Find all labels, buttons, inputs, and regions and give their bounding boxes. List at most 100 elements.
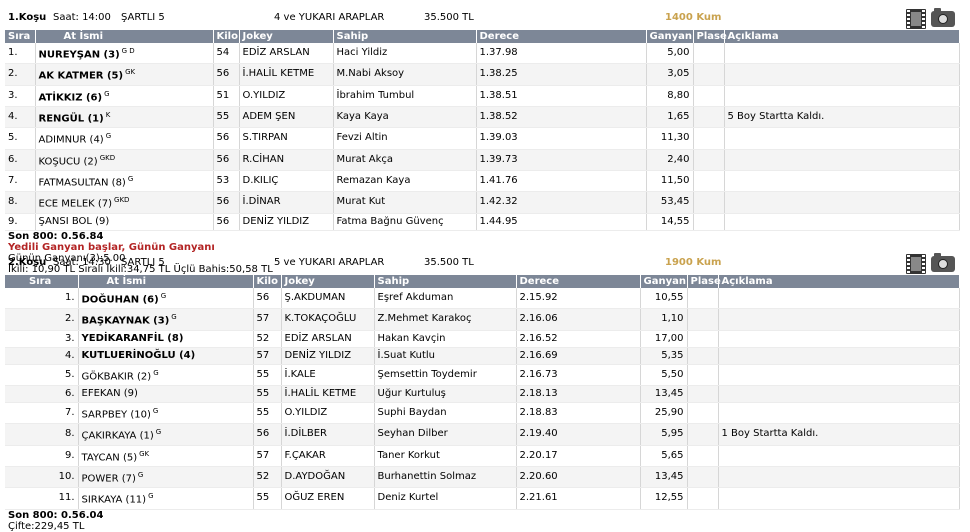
- ganyan-cell: 5,00: [646, 43, 694, 65]
- col-note: Açıklama: [724, 30, 960, 43]
- position-cell: 8.: [5, 423, 79, 446]
- horse-name-cell[interactable]: SARPBEY (10) G: [78, 402, 254, 425]
- plase-cell: [693, 106, 725, 129]
- horse-name[interactable]: KOŞUCU (2): [38, 155, 98, 167]
- owner-cell: İ.Suat Kutlu: [374, 347, 517, 365]
- weight-cell: 56: [213, 63, 240, 86]
- horse-name[interactable]: KUTLUERİNOĞLU (4): [81, 349, 196, 361]
- weight-cell: 56: [213, 191, 240, 214]
- horse-name[interactable]: ATİKKIZ (6): [38, 91, 103, 103]
- horse-name-cell[interactable]: ATİKKIZ (6) G: [35, 85, 214, 107]
- film-icon[interactable]: [906, 9, 926, 29]
- camera-icon[interactable]: [931, 8, 955, 27]
- plase-cell: [693, 170, 725, 193]
- race-media-icons: [906, 253, 958, 275]
- ganyan-cell: 2,40: [646, 149, 694, 171]
- horse-name-cell[interactable]: GÖKBAKIR (2) G: [78, 364, 254, 386]
- col-plase: Plase: [693, 30, 727, 43]
- weight-cell: 55: [253, 402, 282, 425]
- col-plase: Plase: [687, 275, 721, 288]
- horse-name-cell[interactable]: NUREYŞAN (3) G D: [35, 43, 214, 65]
- finish-time-cell: 1.38.51: [476, 85, 647, 107]
- race-number: 2.Koşu: [8, 257, 47, 268]
- position-cell: 2.: [5, 63, 36, 86]
- horse-name-cell[interactable]: RENGÜL (1) K: [35, 106, 214, 129]
- position-cell: 5.: [5, 127, 36, 150]
- plase-cell: [693, 63, 725, 86]
- horse-name-cell[interactable]: DOĞUHAN (6) G: [78, 288, 254, 310]
- owner-cell: Kaya Kaya: [333, 106, 477, 129]
- horse-equipment-code: G: [137, 470, 144, 479]
- horse-name[interactable]: AK KATMER (5): [38, 70, 124, 82]
- position-cell: 5.: [5, 364, 79, 386]
- owner-cell: Haci Yildiz: [333, 43, 477, 65]
- horse-name-cell[interactable]: SIRKAYA (11) G: [78, 487, 254, 510]
- results-table: Sıra At İsmi Kilo Jokey Sahip Derece Gan…: [5, 275, 960, 510]
- horse-name-cell[interactable]: ÇAKIRKAYA (1) G: [78, 423, 254, 446]
- horse-name-cell[interactable]: BAŞKAYNAK (3) G: [78, 308, 254, 331]
- note-cell: 5 Boy Startta Kaldı.: [724, 106, 960, 129]
- horse-name[interactable]: BAŞKAYNAK (3): [81, 315, 170, 327]
- jockey-cell: K.TOKAÇOĞLU: [281, 308, 375, 331]
- horse-name[interactable]: TAYCAN (5): [81, 451, 138, 463]
- finish-time-cell: 1.44.95: [476, 213, 647, 231]
- owner-cell: M.Nabi Aksoy: [333, 63, 477, 86]
- horse-name[interactable]: DOĞUHAN (6): [81, 294, 159, 306]
- weight-cell: 52: [253, 330, 282, 348]
- horse-name-cell[interactable]: ADIMNUR (4) G: [35, 127, 214, 150]
- race-distance: 1900 Kum: [665, 257, 722, 268]
- horse-name-cell[interactable]: YEDİKARANFİL (8): [78, 330, 254, 348]
- plase-cell: [687, 385, 719, 403]
- owner-cell: Remazan Kaya: [333, 170, 477, 193]
- horse-name[interactable]: SIRKAYA (11): [81, 494, 147, 506]
- plase-cell: [687, 423, 719, 446]
- jockey-cell: OĞUZ EREN: [281, 487, 375, 510]
- owner-cell: Z.Mehmet Karakoç: [374, 308, 517, 331]
- jockey-cell: İ.KALE: [281, 364, 375, 386]
- table-row: 1. NUREYŞAN (3) G D 54 EDİZ ARSLAN Haci Yildi…: [5, 43, 960, 65]
- jockey-cell: ADEM ŞEN: [239, 106, 334, 129]
- note-cell: [718, 445, 960, 467]
- camera-icon[interactable]: [931, 253, 955, 272]
- horse-equipment-code: GK: [125, 68, 136, 77]
- horse-name[interactable]: ŞANSI BOL (9): [38, 215, 110, 227]
- jockey-cell: S.TIRPAN: [239, 127, 334, 150]
- horse-name[interactable]: POWER (7): [81, 473, 136, 485]
- horse-name[interactable]: ÇAKIRKAYA (1): [81, 430, 154, 442]
- note-cell: [724, 63, 960, 86]
- col-horse: At İsmi: [78, 275, 254, 288]
- horse-name[interactable]: GÖKBAKIR (2): [81, 370, 152, 382]
- horse-name-cell[interactable]: KUTLUERİNOĞLU (4): [78, 347, 254, 365]
- horse-name[interactable]: RENGÜL (1): [38, 113, 104, 125]
- horse-name-cell[interactable]: POWER (7) G: [78, 466, 254, 489]
- note-cell: [724, 149, 960, 171]
- horse-name[interactable]: ADIMNUR (4): [38, 134, 104, 146]
- horse-name-cell[interactable]: ECE MELEK (7) GKD: [35, 191, 214, 214]
- note-cell: [724, 213, 960, 231]
- horse-name-cell[interactable]: ŞANSI BOL (9): [35, 213, 214, 231]
- race-condition: ŞARTLI 5: [121, 12, 165, 23]
- horse-name-cell[interactable]: FATMASULTAN (8) G: [35, 170, 214, 193]
- horse-name[interactable]: SARPBEY (10): [81, 409, 151, 421]
- table-row: 5. GÖKBAKIR (2) G 55 İ.KALE Şemsettin Toydemi…: [5, 364, 960, 386]
- col-time: Derece: [516, 275, 641, 288]
- table-row: 9. ŞANSI BOL (9) 56 DENİZ YILDIZ Fatma Bağnu…: [5, 213, 960, 231]
- horse-name[interactable]: NUREYŞAN (3): [38, 49, 120, 61]
- film-icon[interactable]: [906, 254, 926, 274]
- position-cell: 9.: [5, 213, 36, 231]
- horse-name-cell[interactable]: TAYCAN (5) GK: [78, 445, 254, 467]
- col-horse: At İsmi: [35, 30, 214, 43]
- table-row: 11. SIRKAYA (11) G 55 OĞUZ EREN Deniz Kurtel 2…: [5, 487, 960, 510]
- horse-name-cell[interactable]: EFEKAN (9): [78, 385, 254, 403]
- bet-payouts: İkili: 10,90 TL Sıralı İkili:34,75 TL Üç…: [8, 263, 273, 275]
- ganyan-cell: 14,55: [646, 213, 694, 231]
- horse-name[interactable]: FATMASULTAN (8): [38, 177, 126, 189]
- horse-name[interactable]: YEDİKARANFİL (8): [81, 332, 184, 344]
- horse-name[interactable]: ECE MELEK (7): [38, 198, 113, 210]
- ganyan-cell: 13,45: [640, 466, 688, 489]
- race-class: 4 ve YUKARI ARAPLAR: [274, 12, 385, 23]
- finish-time-cell: 1.39.73: [476, 149, 647, 171]
- horse-name-cell[interactable]: AK KATMER (5) GK: [35, 63, 214, 86]
- horse-name-cell[interactable]: KOŞUCU (2) GKD: [35, 149, 214, 171]
- horse-name[interactable]: EFEKAN (9): [81, 387, 138, 399]
